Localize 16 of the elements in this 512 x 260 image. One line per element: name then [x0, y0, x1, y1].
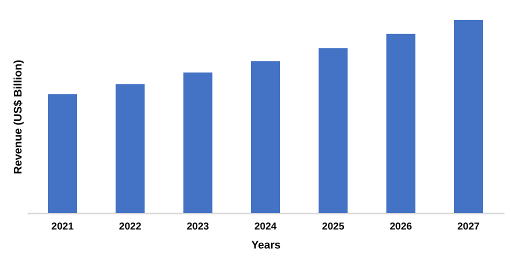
x-tick-label: 2023 [186, 222, 210, 232]
bar [454, 20, 483, 213]
bar [251, 61, 280, 213]
bar [48, 94, 78, 213]
bar [318, 48, 348, 213]
bar [183, 72, 212, 213]
x-tick-label: 2024 [254, 222, 278, 232]
y-axis-title: Revenue (US$ Billion) [12, 60, 24, 174]
bar [116, 84, 145, 213]
x-tick-label: 2026 [390, 222, 412, 232]
x-tick-label: 2027 [457, 222, 480, 232]
x-tick-label: 2025 [322, 222, 345, 232]
x-tick-label: 2022 [119, 222, 142, 232]
x-tick-label: 2021 [51, 222, 74, 232]
x-axis-title: Years [251, 240, 281, 252]
bar [386, 34, 416, 213]
